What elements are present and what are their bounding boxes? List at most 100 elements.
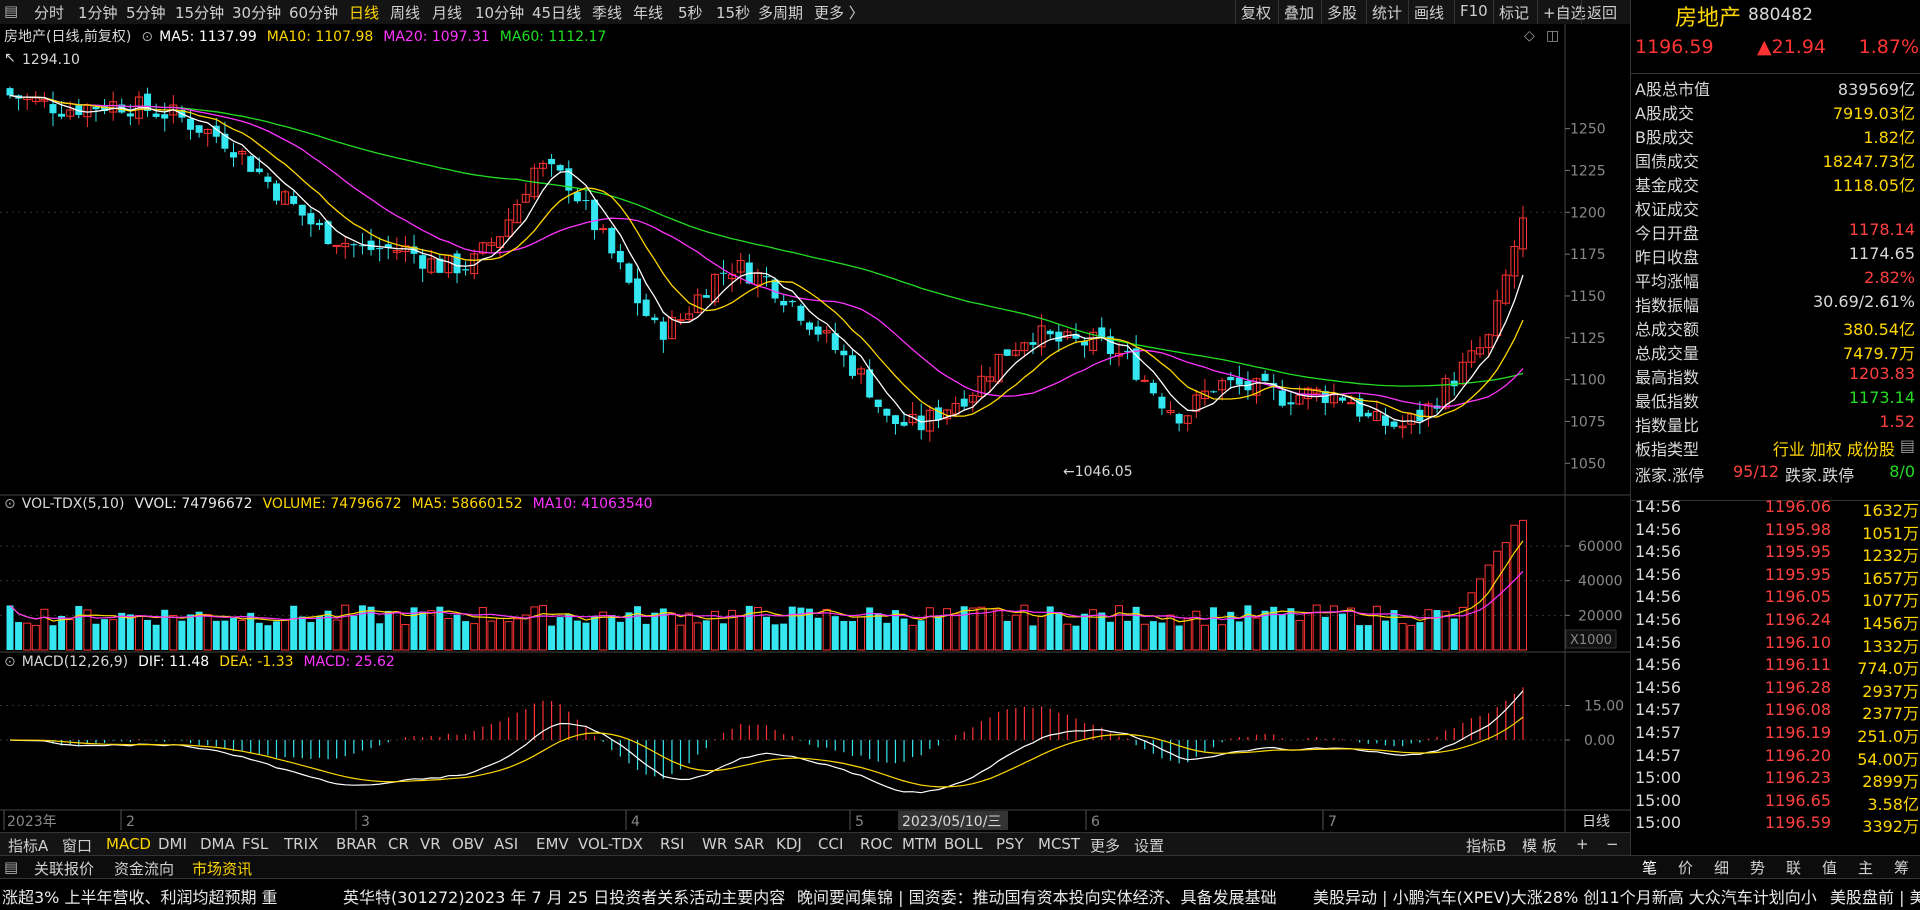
volume-bar [900, 618, 908, 650]
toolbar-action-6[interactable]: 标记 [1499, 4, 1530, 22]
timeframe-9[interactable]: 10分钟 [475, 4, 525, 22]
timeframe-16[interactable]: 更多 〉 [814, 4, 864, 22]
menu-icon[interactable]: ▤ [4, 2, 19, 20]
timeframe-2[interactable]: 5分钟 [126, 4, 166, 22]
indicator-tab-14[interactable]: RSI [660, 835, 685, 853]
timeframe-11[interactable]: 季线 [592, 4, 623, 22]
news-headline-0[interactable]: 涨超3% 上半年营收、利润均超预期 重 [2, 888, 278, 907]
toolbar-action-8[interactable]: 返回 [1587, 4, 1618, 22]
tick-row: 14:56 1195.98 1051万 [1631, 520, 1920, 543]
indicator-tab-0[interactable]: 指标A [8, 837, 49, 855]
timeframe-0[interactable]: 分时 [34, 4, 65, 22]
timeframe-10[interactable]: 45日线 [532, 4, 582, 22]
vol-toggle-icon[interactable]: ⊙ [4, 496, 16, 512]
timeframe-7[interactable]: 周线 [390, 4, 421, 22]
info-tab-2[interactable]: 市场资讯 [192, 860, 253, 878]
window-toggle-icon[interactable]: ◫ [1546, 28, 1560, 44]
volume-bar [788, 606, 796, 650]
timeframe-5[interactable]: 60分钟 [289, 4, 339, 22]
detail-tab-5[interactable]: 值 [1822, 859, 1838, 877]
toolbar-action-3[interactable]: 统计 [1372, 4, 1403, 22]
ma20-label: MA20: 1097.31 [383, 29, 490, 45]
candle-body [1519, 217, 1527, 250]
indicator-tab-17[interactable]: KDJ [776, 835, 802, 853]
kline-chart[interactable]: 1250 1225 1200 1175 1150 1125 1100 1075 1050 1294… [0, 0, 1630, 832]
panel-icon[interactable]: ▤ [4, 858, 19, 876]
volume-bar [548, 625, 556, 650]
toolbar-action-1[interactable]: 叠加 [1284, 4, 1315, 22]
indicator-tab-18[interactable]: CCI [818, 835, 844, 853]
indicator-tab-24[interactable]: 更多 [1090, 837, 1121, 855]
news-headline-4[interactable]: 美股盘前 | 美 [1830, 888, 1920, 907]
indicator-tab-16[interactable]: SAR [734, 835, 765, 853]
timeframe-15[interactable]: 多周期 [758, 4, 804, 22]
news-headline-3[interactable]: 美股异动 | 小鹏汽车(XPEV)大涨28% 创11个月新高 大众汽车计划向小 [1313, 888, 1817, 907]
indicator-right-1[interactable]: 模 板 [1522, 837, 1557, 855]
stat-label: A股总市值 [1635, 80, 1710, 99]
toolbar-action-4[interactable]: 画线 [1414, 4, 1445, 22]
toolbar-action-2[interactable]: 多股 [1327, 4, 1358, 22]
timeframe-4[interactable]: 30分钟 [232, 4, 282, 22]
indicator-tab-15[interactable]: WR [702, 835, 728, 853]
tick-time: 14:57 [1635, 700, 1682, 720]
index-type-value[interactable]: 行业 加权 成份股 [1772, 440, 1895, 459]
info-tab-1[interactable]: 资金流向 [114, 860, 175, 878]
detail-tab-7[interactable]: 筹 [1894, 859, 1910, 877]
indicator-tab-22[interactable]: PSY [996, 835, 1024, 853]
timeframe-3[interactable]: 15分钟 [175, 4, 225, 22]
tick-volume: 1232万 [1862, 546, 1919, 566]
volume-bar [1312, 604, 1321, 651]
indicator-tab-2[interactable]: MACD [106, 835, 151, 853]
detail-tab-1[interactable]: 价 [1678, 859, 1694, 877]
dif-line [9, 690, 1524, 794]
detail-tab-0[interactable]: 笔 [1642, 859, 1658, 877]
volume-bar [49, 625, 57, 650]
timeframe-1[interactable]: 1分钟 [78, 4, 118, 22]
legend-toggle-icon[interactable]: ⊙ [141, 29, 154, 45]
list-icon[interactable]: ▤ [1899, 436, 1915, 455]
news-headline-2[interactable]: 晚间要闻集锦 | 国资委：推动国有资本投向实体经济、具备发展基础 [797, 888, 1277, 907]
volume-bar [195, 611, 203, 650]
detail-tab-4[interactable]: 联 [1786, 859, 1802, 877]
toolbar-action-7[interactable]: +自选 [1543, 4, 1586, 22]
detail-tab-2[interactable]: 细 [1714, 859, 1730, 877]
stat-row: 权证成交 [1635, 196, 1917, 220]
volume-bar [1089, 609, 1098, 651]
macd-toggle-icon[interactable]: ⊙ [4, 654, 16, 670]
news-headline-1[interactable]: 英华特(301272)2023 年 7 月 25 日投资者关系活动主要内容 [343, 888, 786, 907]
indicator-tab-9[interactable]: VR [420, 835, 441, 853]
timeframe-13[interactable]: 5秒 [678, 4, 703, 22]
ma10-line [9, 94, 1524, 418]
indicator-right-3[interactable]: − [1606, 835, 1619, 853]
indicator-tab-6[interactable]: TRIX [284, 835, 319, 853]
indicator-tab-20[interactable]: MTM [902, 835, 938, 853]
indicator-tab-13[interactable]: VOL-TDX [578, 835, 643, 853]
indicator-tab-4[interactable]: DMA [200, 835, 235, 853]
timeframe-8[interactable]: 月线 [432, 4, 463, 22]
indicator-tab-11[interactable]: ASI [494, 835, 519, 853]
toolbar-action-0[interactable]: 复权 [1241, 4, 1272, 22]
indicator-tab-8[interactable]: CR [388, 835, 409, 853]
indicator-tab-10[interactable]: OBV [452, 835, 484, 853]
indicator-right-0[interactable]: 指标B [1466, 837, 1507, 855]
indicator-right-2[interactable]: + [1576, 835, 1589, 853]
volume-bar [15, 622, 23, 650]
indicator-tab-7[interactable]: BRAR [336, 835, 377, 853]
detail-tab-3[interactable]: 势 [1750, 859, 1766, 877]
indicator-tab-5[interactable]: FSL [242, 835, 269, 853]
info-tab-0[interactable]: 关联报价 [34, 860, 95, 878]
detail-tab-6[interactable]: 主 [1858, 859, 1874, 877]
timeframe-14[interactable]: 15秒 [716, 4, 751, 22]
candle-body [436, 258, 444, 273]
indicator-tab-3[interactable]: DMI [158, 835, 187, 853]
indicator-tab-21[interactable]: BOLL [944, 835, 983, 853]
indicator-tab-19[interactable]: ROC [860, 835, 893, 853]
toolbar-action-5[interactable]: F10 [1460, 2, 1488, 20]
timeframe-6[interactable]: 日线 [349, 4, 380, 22]
indicator-tab-25[interactable]: 设置 [1134, 837, 1165, 855]
diamond-icon[interactable]: ◇ [1524, 28, 1535, 44]
indicator-tab-1[interactable]: 窗口 [62, 837, 93, 855]
indicator-tab-12[interactable]: EMV [536, 835, 569, 853]
timeframe-12[interactable]: 年线 [633, 4, 664, 22]
indicator-tab-23[interactable]: MCST [1038, 835, 1081, 853]
